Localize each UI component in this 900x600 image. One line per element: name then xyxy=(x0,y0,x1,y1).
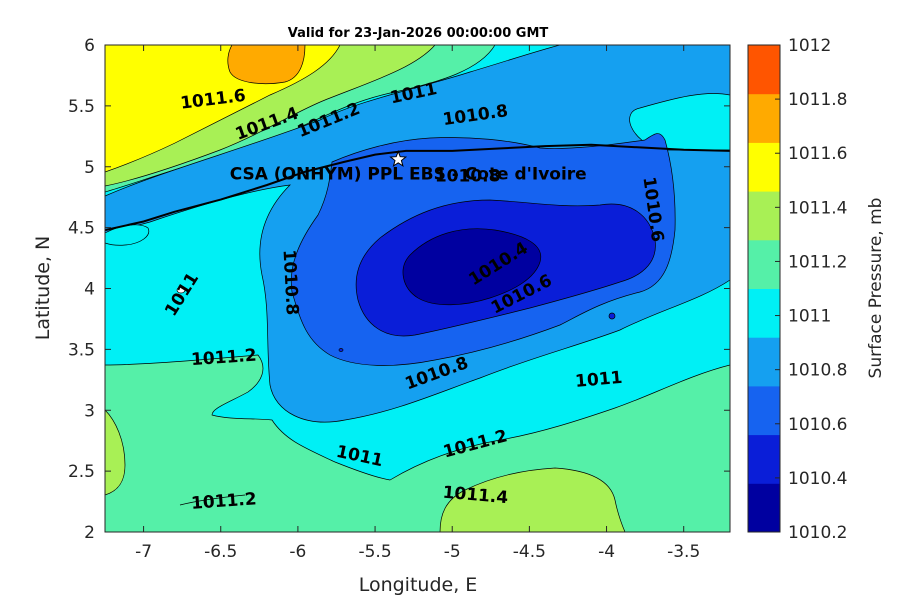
colorbar-swatch xyxy=(748,434,780,484)
colorbar-tick-label: 1012 xyxy=(788,36,831,56)
colorbar: 1010.2 1010.4 1010.6 1010.8 1011 1011.2 1011.4… xyxy=(747,36,847,543)
colorbar-swatch xyxy=(748,93,780,143)
coastline xyxy=(105,143,730,232)
colorbar-swatch xyxy=(748,191,780,241)
x-tick-label: -4.5 xyxy=(513,542,546,562)
contour-label: 1010.8 xyxy=(278,249,301,316)
x-tick-label: -4 xyxy=(598,542,615,562)
colorbar-tick-label: 1010.6 xyxy=(788,415,847,435)
colorbar-swatch xyxy=(748,385,780,436)
x-axis: -7 -6.5 -6 -5.5 -5 -4.5 -4 -3.5 xyxy=(135,45,700,562)
contour-fill-1010.2 xyxy=(402,228,542,306)
y-tick-label: 3 xyxy=(84,401,95,421)
colorbar-tick-label: 1010.8 xyxy=(788,361,847,381)
colorbar-tick-label: 1011.2 xyxy=(788,252,847,272)
contour-island-small xyxy=(176,286,186,294)
location-star-marker xyxy=(389,149,408,168)
y-axis-label: Latitude, N xyxy=(32,236,54,341)
contour-dot-west xyxy=(338,348,344,352)
x-tick-label: -5.5 xyxy=(358,542,391,562)
y-tick-label: 5.5 xyxy=(68,97,95,117)
colorbar-tick-label: 1010.2 xyxy=(788,523,847,543)
contour-fill-1011.4-south xyxy=(439,467,626,532)
x-axis-label: Longitude, E xyxy=(359,574,478,596)
colorbar-frame xyxy=(747,44,781,533)
contour-label: 1010.8 xyxy=(435,166,501,186)
y-tick-label: 3.5 xyxy=(68,340,95,360)
colorbar-tick-label: 1011.4 xyxy=(788,198,847,218)
chart-title: Valid for 23-Jan-2026 00:00:00 GMT xyxy=(288,26,549,41)
contour-field xyxy=(105,45,730,532)
location-group: CSA (ONHYM) PPL EBS - Cote d'Ivoire xyxy=(230,149,587,184)
contour-label: 1011.2 xyxy=(190,346,257,371)
contour-line-1011.2-sw xyxy=(179,494,246,506)
colorbar-swatch xyxy=(748,288,780,338)
colorbar-tick-label: 1010.4 xyxy=(788,469,847,489)
colorbar-label: Surface Pressure, mb xyxy=(866,198,886,379)
colorbar-swatch xyxy=(748,337,780,387)
y-axis: 2 2.5 3 3.5 4 4.5 5 5.5 6 xyxy=(68,36,730,543)
contour-label: 1011 xyxy=(574,368,623,392)
colorbar-tick-label: 1011 xyxy=(788,307,831,327)
y-tick-label: 4 xyxy=(84,280,95,300)
location-label: CSA (ONHYM) PPL EBS - Cote d'Ivoire xyxy=(230,164,587,184)
contour-dot-east xyxy=(608,312,616,320)
colorbar-tick-label: 1011.8 xyxy=(788,90,847,110)
y-tick-label: 6 xyxy=(84,36,95,56)
contour-label: 1011.2 xyxy=(190,489,257,514)
colorbar-swatch xyxy=(748,45,780,95)
x-tick-label: -7 xyxy=(135,542,152,562)
x-tick-label: -6 xyxy=(289,542,306,562)
x-tick-label: -3.5 xyxy=(667,542,700,562)
colorbar-swatch xyxy=(748,142,780,192)
x-tick-label: -6.5 xyxy=(204,542,237,562)
x-tick-label: -5 xyxy=(444,542,461,562)
y-tick-label: 2.5 xyxy=(68,462,95,482)
colorbar-swatch xyxy=(748,483,780,533)
colorbar-tick-label: 1011.6 xyxy=(788,144,847,164)
y-tick-label: 4.5 xyxy=(68,219,95,239)
contour-fill-1011.4-west xyxy=(105,409,126,496)
colorbar-swatch xyxy=(748,239,780,289)
y-tick-label: 2 xyxy=(84,523,95,543)
contour-fill-1011.8 xyxy=(227,45,306,85)
y-tick-label: 5 xyxy=(84,158,95,178)
